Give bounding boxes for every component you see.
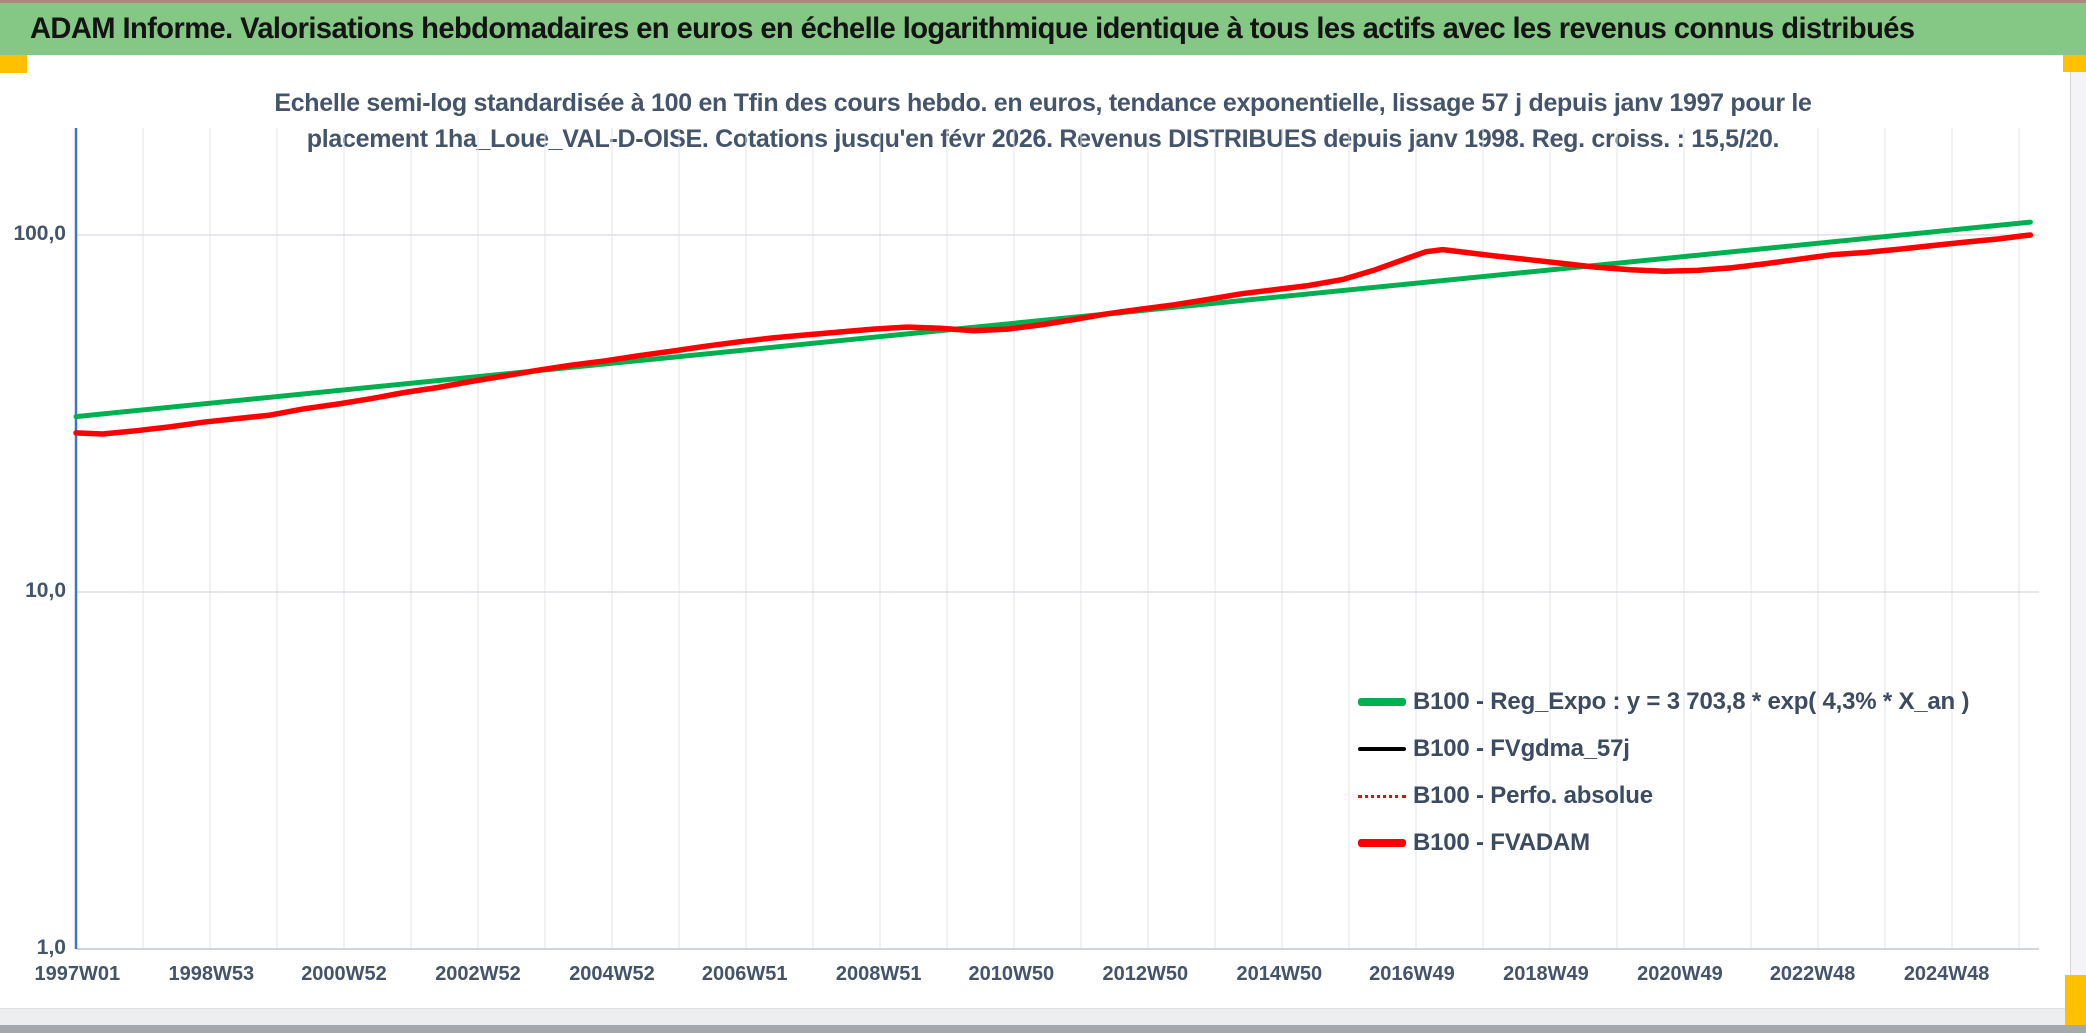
legend-item: B100 - FVADAM xyxy=(1358,828,1969,858)
chart-legend: B100 - Reg_Expo : y = 3 703,8 * exp( 4,3… xyxy=(1358,687,1969,858)
x-tick-label: 2004W52 xyxy=(569,963,655,985)
right-accent-cell xyxy=(2063,55,2086,72)
legend-label: B100 - Perfo. absolue xyxy=(1413,782,1653,809)
x-tick-label: 2022W48 xyxy=(1769,963,1856,985)
x-tick-label: 2002W52 xyxy=(435,963,521,985)
bottom-right-accent-cell xyxy=(2065,975,2086,1025)
sheet-bottom-edge xyxy=(0,1008,2086,1026)
x-tick-label: 2008W51 xyxy=(835,963,922,985)
y-tick-label: 100,0 xyxy=(13,222,66,245)
legend-label: B100 - FVADAM xyxy=(1413,829,1590,856)
x-tick-label: 1998W53 xyxy=(168,963,255,985)
legend-line-swatch xyxy=(1358,747,1406,751)
x-tick-label: 2024W48 xyxy=(1903,963,1990,985)
window-title-bar: ADAM Informe. Valorisations hebdomadaire… xyxy=(0,0,2086,55)
y-tick-label: 10,0 xyxy=(25,579,66,602)
legend-label: B100 - FVgdma_57j xyxy=(1413,735,1630,762)
y-tick-label: 1,0 xyxy=(36,936,66,959)
legend-item: B100 - Reg_Expo : y = 3 703,8 * exp( 4,3… xyxy=(1358,687,1969,717)
x-tick-label: 2018W49 xyxy=(1503,963,1589,985)
chart-title: Echelle semi-log standardisée à 100 en T… xyxy=(0,85,2086,157)
x-tick-label: 2010W50 xyxy=(968,963,1055,985)
chart-title-line2: placement 1ha_Loue_VAL-D-OISE. Cotations… xyxy=(306,125,1780,153)
x-tick-label: 2020W49 xyxy=(1637,963,1723,985)
x-tick-label: 2012W50 xyxy=(1102,963,1189,985)
legend-line-swatch xyxy=(1358,698,1406,706)
sheet-right-edge xyxy=(2070,72,2086,975)
series-line-b100-fvadam xyxy=(73,232,2034,437)
x-tick-label: 2000W52 xyxy=(301,963,387,985)
legend-line-swatch xyxy=(1358,794,1406,798)
chart-sheet[interactable]: Echelle semi-log standardisée à 100 en T… xyxy=(0,55,2086,1010)
x-tick-label: 2016W49 xyxy=(1369,963,1455,985)
window-bottom-edge xyxy=(0,1025,2086,1033)
window-title: ADAM Informe. Valorisations hebdomadaire… xyxy=(30,12,1915,45)
legend-label: B100 - Reg_Expo : y = 3 703,8 * exp( 4,3… xyxy=(1413,688,1970,715)
x-tick-label: 2014W50 xyxy=(1236,963,1323,985)
legend-item: B100 - Perfo. absolue xyxy=(1358,781,1969,811)
series-line-b100-reg-expo-y-3-703-8-exp- xyxy=(73,219,2033,420)
chart-title-line1: Echelle semi-log standardisée à 100 en T… xyxy=(274,89,1812,117)
plot-area xyxy=(73,128,2040,950)
legend-item: B100 - FVgdma_57j xyxy=(1358,734,1969,764)
x-tick-label: 2006W51 xyxy=(701,963,788,985)
left-accent-cell xyxy=(0,55,27,73)
x-tick-label: 1997W01 xyxy=(34,963,121,985)
legend-line-swatch xyxy=(1358,839,1406,847)
